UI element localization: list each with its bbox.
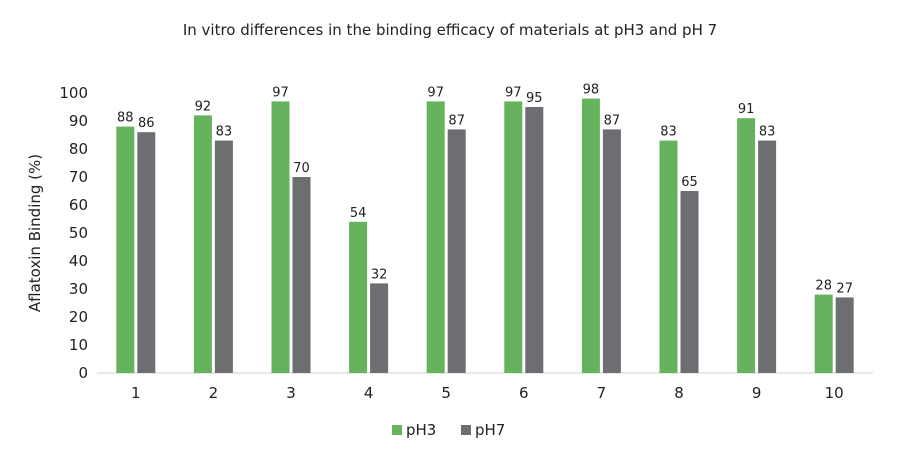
legend-label: pH3 [406, 421, 436, 439]
y-tick-label: 70 [69, 168, 88, 186]
x-tick-label: 2 [209, 384, 219, 402]
bar-ph7 [602, 129, 621, 373]
x-tick-label: 4 [364, 384, 374, 402]
legend-swatch-ph3 [392, 425, 402, 435]
x-tick-label: 5 [441, 384, 451, 402]
data-label: 88 [117, 111, 134, 126]
bar-ph7 [835, 297, 854, 373]
bar-ph3 [659, 140, 678, 373]
bar-ph7 [370, 283, 389, 373]
bar-ph3 [504, 101, 523, 374]
data-label: 65 [681, 175, 698, 190]
bar-ph7 [680, 191, 699, 373]
data-label: 95 [526, 91, 543, 106]
x-tick-label: 10 [825, 384, 844, 402]
bar-ph3 [193, 115, 212, 374]
bar-ph3 [426, 101, 445, 374]
data-label: 83 [216, 125, 233, 140]
bar-ph3 [349, 221, 368, 373]
x-tick-label: 3 [286, 384, 296, 402]
data-label: 87 [604, 113, 621, 128]
legend-label: pH7 [475, 421, 505, 439]
data-label: 97 [427, 85, 444, 100]
y-tick-label: 100 [59, 84, 88, 102]
bar-ph3 [737, 118, 756, 373]
bar-ph7 [292, 177, 311, 373]
legend-swatch-ph7 [461, 425, 471, 435]
data-label: 97 [272, 85, 289, 100]
bar-ph7 [525, 107, 544, 373]
y-tick-label: 90 [69, 112, 88, 130]
y-tick-label: 20 [69, 308, 88, 326]
bar-ph7 [137, 132, 156, 373]
bar-ph3 [581, 98, 600, 373]
bar-ph3 [271, 101, 290, 374]
bar-ph7 [214, 140, 233, 373]
chart-title: In vitro differences in the binding effi… [183, 21, 717, 39]
data-label: 32 [371, 267, 388, 282]
data-label: 27 [836, 281, 853, 296]
data-label: 70 [293, 161, 310, 176]
bar-ph7 [758, 140, 777, 373]
y-tick-label: 0 [78, 364, 88, 382]
y-axis-label: Aflatoxin Binding (%) [26, 154, 44, 312]
data-label: 28 [815, 279, 832, 294]
y-tick-label: 30 [69, 280, 88, 298]
x-tick-label: 7 [597, 384, 607, 402]
bar-ph3 [116, 126, 135, 373]
y-tick-label: 60 [69, 196, 88, 214]
data-label: 97 [505, 85, 522, 100]
x-tick-label: 6 [519, 384, 529, 402]
data-label: 83 [660, 125, 677, 140]
x-tick-label: 9 [752, 384, 762, 402]
y-tick-label: 50 [69, 224, 88, 242]
data-label: 98 [583, 83, 600, 98]
data-label: 83 [759, 125, 776, 140]
data-label: 86 [138, 116, 155, 131]
y-tick-label: 80 [69, 140, 88, 158]
y-tick-label: 10 [69, 336, 88, 354]
data-label: 91 [738, 102, 755, 117]
bar-ph3 [814, 294, 833, 373]
x-tick-label: 1 [131, 384, 141, 402]
data-label: 87 [448, 113, 465, 128]
x-tick-label: 8 [674, 384, 684, 402]
data-label: 54 [350, 206, 367, 221]
data-label: 92 [195, 99, 212, 114]
y-tick-label: 40 [69, 252, 88, 270]
bar-ph7 [447, 129, 466, 373]
